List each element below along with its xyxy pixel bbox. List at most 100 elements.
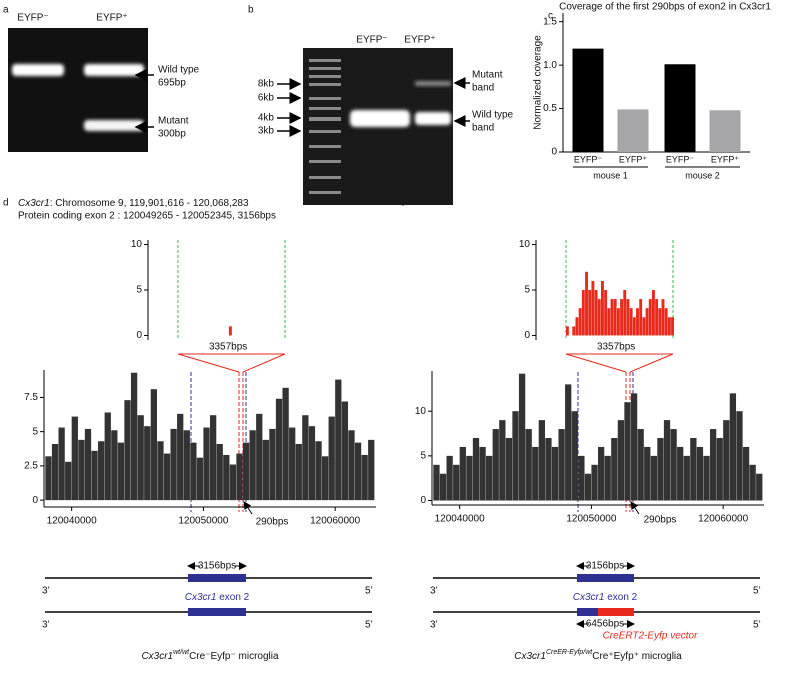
lane-label: EYFP⁻: [356, 35, 387, 46]
exon: [188, 608, 246, 616]
histogram-bar: [655, 299, 659, 336]
histogram-bar: [642, 317, 646, 336]
exon: [577, 608, 598, 616]
histogram-bar: [223, 454, 230, 501]
gel-band: [84, 64, 144, 76]
histogram-bar: [249, 430, 256, 501]
histogram-bar: [648, 299, 652, 336]
histogram-bar: [302, 415, 309, 501]
ladder-label: 8kb: [258, 79, 275, 90]
histogram-bar: [216, 443, 223, 501]
histogram-bar: [275, 398, 283, 501]
y-tick-label: 10: [415, 406, 427, 417]
histogram-bar: [723, 420, 730, 501]
band-label: band: [472, 83, 494, 94]
end-label: 3’: [430, 586, 438, 597]
y-tick-label: 5: [524, 285, 530, 296]
histogram-bar: [229, 464, 237, 501]
histogram-bar: [84, 428, 92, 501]
x-tick-label: EYFP⁺: [619, 154, 648, 164]
histogram-bar: [71, 416, 78, 501]
x-tick-label: 120060000: [698, 514, 748, 525]
histogram-bar: [736, 411, 743, 501]
histogram-bar: [137, 415, 144, 501]
histogram-bar: [551, 446, 559, 501]
y-tick-label: 1.0: [543, 60, 557, 71]
histogram-bar: [262, 439, 269, 501]
histogram-bar: [163, 453, 171, 501]
x-tick-label: 120050000: [178, 516, 228, 527]
exon-label: Cx3cr1 exon 2: [573, 592, 638, 603]
y-tick-label: 5: [32, 426, 38, 437]
end-label: 5’: [365, 586, 373, 597]
location: : Chromosome 9, 119,901,616 - 120,068,28…: [50, 198, 249, 209]
histogram-bar: [613, 299, 617, 336]
x-axis-label: 3357bps: [209, 342, 247, 353]
arrow: [243, 501, 253, 515]
annotation: 290bps: [644, 515, 677, 526]
panel-label: b: [248, 5, 254, 16]
length-label: 6456bps: [586, 619, 624, 630]
histogram-bar: [629, 308, 633, 336]
histogram-bar: [677, 446, 684, 501]
histogram-bar: [657, 438, 664, 501]
histogram-bar: [588, 290, 592, 336]
end-label: 5’: [753, 620, 761, 631]
histogram-bar: [601, 280, 604, 336]
vector-label: CreERT2-Eyfp vector: [603, 631, 699, 642]
histogram-bar: [709, 429, 717, 501]
end-label: 3’: [430, 620, 438, 631]
histogram-bar: [639, 299, 643, 336]
histogram-bar: [667, 317, 671, 336]
histogram-bar: [433, 464, 440, 501]
histogram-bar: [632, 317, 636, 336]
histogram-bar: [598, 446, 605, 501]
histogram-bar: [620, 299, 624, 336]
histogram-bar: [289, 427, 296, 501]
end-label: 3’: [42, 620, 50, 631]
x-tick-label: EYFP⁻: [574, 154, 603, 164]
histogram-bar: [756, 473, 763, 501]
lane-label: EYFP⁻: [17, 13, 48, 24]
histogram-bar: [295, 443, 302, 501]
gel-band: [415, 112, 451, 125]
exon: exon 2: [216, 592, 249, 603]
histogram-bar: [91, 450, 98, 501]
histogram-bar: [466, 455, 473, 501]
histogram-bar: [661, 299, 665, 336]
histogram-bar: [78, 439, 85, 501]
histogram-bar: [538, 420, 546, 501]
gel-band: [350, 110, 410, 127]
y-tick-label: 7.5: [24, 392, 38, 403]
panel-label: a: [3, 5, 9, 16]
histogram-bar: [624, 402, 631, 501]
histogram-bar: [170, 428, 177, 501]
y-tick-label: 5: [136, 285, 142, 296]
histogram-bar: [242, 442, 250, 501]
gel-a: EYFP⁻ EYFP⁺ Wild type 695bp Mutant 300bp: [8, 13, 200, 152]
histogram-bar: [228, 326, 232, 336]
zoom-line: [177, 353, 240, 373]
histogram-bar: [177, 413, 184, 501]
histogram-bar: [578, 455, 585, 501]
histogram-bar: [690, 438, 697, 501]
histogram-bar: [104, 412, 111, 501]
gene: Cx3cr1: [18, 198, 50, 209]
band-size: 695bp: [158, 78, 186, 89]
histogram-bar: [505, 438, 513, 501]
region-title: Cx3cr1: Chromosome 9, 119,901,616 - 120,…: [18, 198, 249, 209]
histogram-bar: [671, 317, 674, 336]
histogram-bar: [65, 461, 72, 501]
histogram-bar: [518, 373, 526, 501]
gene: Cx3cr1: [514, 651, 546, 662]
gene-diagram: 3156bps 3’ 5’ Cx3cr1 exon 2 6456bps 3’ 5…: [430, 561, 761, 662]
histogram-bar: [315, 441, 322, 501]
histogram-bar: [626, 299, 630, 336]
histogram-bar: [575, 317, 579, 336]
end-label: 5’: [365, 620, 373, 631]
histogram-bar: [729, 393, 737, 501]
histogram-bar: [742, 446, 750, 501]
histogram-bar: [572, 326, 576, 336]
histogram-bar: [368, 439, 375, 501]
allele: CreER-Eyfp/wt: [546, 649, 593, 656]
